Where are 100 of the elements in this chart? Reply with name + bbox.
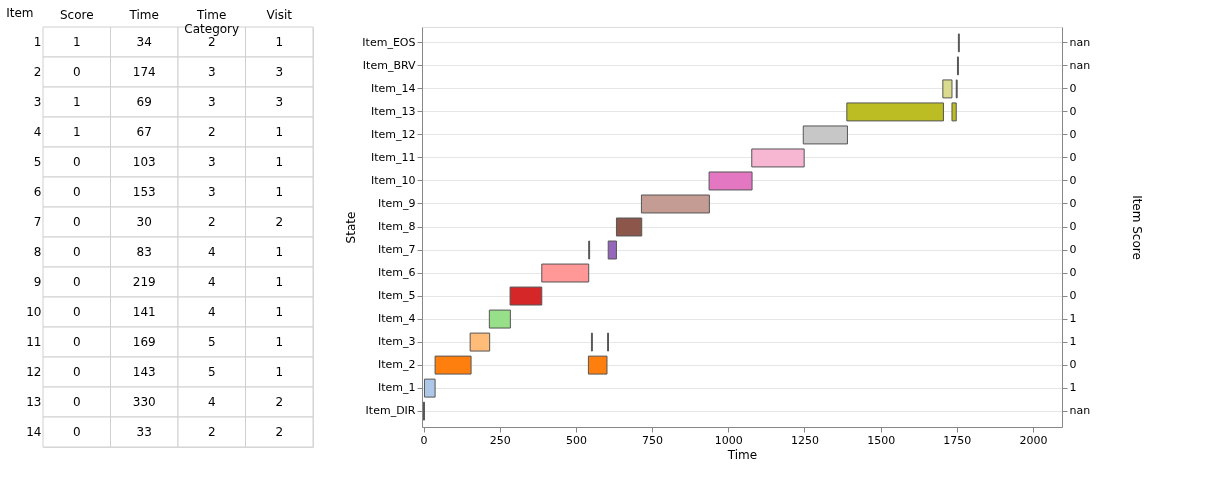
- y2-tick-label: 0: [1069, 104, 1077, 118]
- bar: [751, 148, 805, 168]
- y-tick-label: 9: [33, 275, 42, 289]
- data-label: 5: [207, 365, 216, 379]
- x-tick-label: 1500: [867, 433, 896, 447]
- data-label: 5: [207, 335, 216, 349]
- x-tick-label: 750: [642, 433, 664, 447]
- y2-axis-title: Item Score: [1130, 195, 1145, 260]
- data-label: 0: [72, 365, 81, 379]
- y-tick-label: Item_BRV: [362, 58, 416, 72]
- data-label: 1: [275, 245, 284, 259]
- y2-tick-label: 0: [1069, 289, 1077, 303]
- data-label: 169: [132, 335, 156, 349]
- data-label: 33: [136, 425, 152, 439]
- y2-tick-label: 0: [1069, 81, 1077, 95]
- y-tick-label: 4: [33, 125, 42, 139]
- y-tick-label: 1: [33, 35, 42, 49]
- y-tick-label: 8: [33, 245, 42, 259]
- y2-tick-label: 0: [1069, 266, 1077, 280]
- data-label: 143: [132, 365, 156, 379]
- data-label: 2: [275, 425, 284, 439]
- y-tick-label: Item_DIR: [365, 404, 416, 418]
- y-tick-label: 6: [33, 185, 42, 199]
- data-label: 3: [207, 65, 216, 79]
- x-tick-label: 0: [420, 433, 428, 447]
- data-label: 2: [275, 215, 284, 229]
- data-label: 219: [132, 275, 156, 289]
- data-label: 4: [207, 305, 216, 319]
- y-axis-title: State: [344, 211, 359, 244]
- data-label: 1: [72, 95, 81, 109]
- data-label: 1: [72, 35, 81, 49]
- y-tick-label: Item_10: [370, 173, 416, 187]
- data-label: 0: [72, 215, 81, 229]
- y-tick-label: Item_2: [377, 358, 416, 372]
- x-tick-label: Visit: [266, 7, 293, 22]
- y2-tick-label: 1: [1069, 381, 1077, 395]
- data-label: 0: [72, 335, 81, 349]
- y2-tick-label: nan: [1069, 404, 1091, 418]
- y-tick-label: 13: [26, 395, 42, 409]
- data-label: 69: [136, 95, 152, 109]
- data-label: 1: [275, 305, 284, 319]
- y2-tick-label: 0: [1069, 243, 1077, 257]
- y-tick-label: 14: [26, 425, 42, 439]
- y-axis-title: Item: [6, 5, 34, 20]
- data-label: 3: [275, 95, 284, 109]
- data-label: 0: [72, 395, 81, 409]
- bar: [607, 240, 617, 260]
- data-label: 0: [72, 65, 81, 79]
- data-label: 1: [72, 125, 81, 139]
- data-label: 1: [275, 35, 284, 49]
- x-tick-label: 500: [565, 433, 587, 447]
- y-tick-label: Item_13: [370, 104, 416, 118]
- data-label: 67: [136, 125, 152, 139]
- bar: [469, 332, 491, 352]
- data-label: 4: [207, 245, 216, 259]
- y-tick-label: 7: [33, 215, 42, 229]
- x-tick-label: Score: [59, 7, 94, 22]
- y-tick-label: Item_3: [377, 335, 416, 349]
- data-label: 2: [207, 215, 216, 229]
- bar: [802, 125, 848, 145]
- y-tick-label: Item_1: [377, 381, 416, 395]
- y-tick-label: 2: [33, 65, 42, 79]
- y2-tick-label: 0: [1069, 150, 1077, 164]
- y-tick-label: Item_6: [377, 266, 416, 280]
- x-tick-label: Time Category: [184, 7, 240, 36]
- bar: [942, 79, 953, 99]
- data-label: 4: [207, 395, 216, 409]
- bar: [708, 171, 753, 191]
- data-label: 3: [207, 95, 216, 109]
- data-label: 2: [275, 395, 284, 409]
- bar: [615, 217, 643, 237]
- y-tick-label: Item_5: [377, 289, 416, 303]
- bar: [541, 263, 590, 283]
- bar: [640, 194, 710, 214]
- x-tick-label: 1250: [790, 433, 819, 447]
- y-tick-label: Item_11: [370, 150, 416, 164]
- y-tick-label: Item_7: [377, 243, 416, 257]
- y-tick-label: 11: [26, 335, 42, 349]
- data-label: 2: [207, 425, 216, 439]
- y2-tick-label: 0: [1069, 220, 1077, 233]
- y2-tick-label: nan: [1069, 35, 1091, 49]
- data-label: 330: [132, 395, 156, 409]
- bar: [488, 309, 511, 329]
- y-tick-label: 10: [26, 305, 42, 319]
- data-label: 0: [72, 275, 81, 289]
- data-label: 3: [207, 185, 216, 199]
- x-tick-label: 1000: [714, 433, 743, 447]
- data-label: 2: [207, 125, 216, 139]
- data-label: 153: [132, 185, 156, 199]
- data-label: 30: [136, 215, 152, 229]
- bar: [423, 378, 436, 398]
- data-label: 83: [136, 245, 152, 259]
- data-label: 4: [207, 275, 216, 289]
- y-tick-label: 5: [33, 155, 42, 169]
- data-label: 0: [72, 185, 81, 199]
- data-label: 0: [72, 155, 81, 169]
- y-tick-label: Item_9: [377, 196, 416, 210]
- y2-tick-label: 0: [1069, 127, 1077, 141]
- data-label: 103: [132, 155, 156, 169]
- data-label: 3: [275, 65, 284, 79]
